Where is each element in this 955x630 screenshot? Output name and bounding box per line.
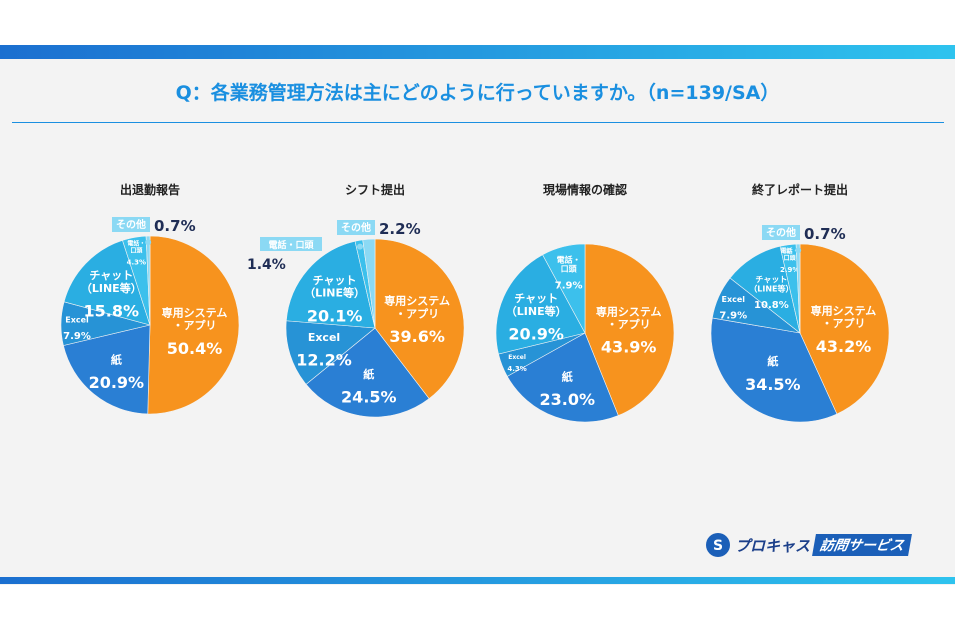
slice-label: 専用システム・アプリ 50.4% — [162, 305, 228, 357]
pie-slice — [285, 320, 376, 385]
bottom-stripe — [0, 577, 955, 584]
pie-slice — [374, 238, 465, 400]
slice-value: 1.4% — [247, 257, 286, 273]
slice-name: その他 — [766, 226, 796, 239]
slice-name: 電話・口頭 — [268, 239, 314, 251]
slice-label: チャット（LINE等） 20.9% — [506, 292, 567, 343]
pie-slice — [495, 254, 586, 355]
pie-slice — [799, 243, 890, 415]
slice-name: その他 — [341, 221, 371, 234]
divider — [12, 122, 944, 123]
page-title: Q：各業務管理方法は主にどのように行っていますか。（n=139/SA） — [175, 82, 780, 104]
label-badge — [337, 220, 375, 235]
pie-slice — [542, 243, 586, 334]
chart-title: 終了レポート提出 — [751, 183, 848, 197]
slice-label: 紙 24.5% — [341, 367, 397, 407]
pie-slice — [147, 235, 240, 415]
slice-label: Excel 4.3% — [507, 354, 526, 373]
logo: S プロキャス 訪問サービス — [705, 532, 912, 558]
callout-dot — [795, 247, 802, 254]
slice-label: 専用システム・アプリ 43.2% — [811, 303, 877, 355]
chart-title: シフト提出 — [344, 183, 405, 197]
top-stripe — [0, 45, 955, 59]
slice-value: 0.7% — [154, 217, 196, 235]
callout-dot — [145, 239, 152, 246]
svg-text:S: S — [713, 538, 723, 554]
slice-label: 専用システム・アプリ 43.9% — [596, 304, 662, 356]
pie-slice — [145, 235, 151, 326]
pie-slice — [710, 317, 838, 423]
slice-name: その他 — [116, 218, 146, 231]
slice-label: 電話・口頭 2.9% — [780, 247, 799, 274]
pie-slice — [305, 327, 430, 418]
slice-label: チャット（LINE等） 15.8% — [81, 269, 142, 320]
label-badge — [260, 237, 322, 251]
slice-label: Excel 7.9% — [63, 315, 91, 342]
chart-title: 出退勤報告 — [119, 183, 180, 197]
callout-dot — [357, 243, 364, 250]
pie-slice — [362, 238, 376, 329]
chart-title: 現場情報の確認 — [542, 183, 627, 197]
slice-label: 紙 34.5% — [745, 354, 801, 394]
slice-value: 0.7% — [804, 225, 846, 243]
pie-chart: 専用システム・アプリ 39.6% 紙 24.5%Excel 12.2% チャット（LINE… — [247, 220, 465, 418]
slice-label: 専用システム・アプリ 39.6% — [384, 294, 450, 346]
label-badge — [112, 217, 150, 232]
pie-slice — [285, 240, 376, 329]
slice-value: 2.2% — [379, 220, 421, 238]
slice-label: 電話・口頭 4.3% — [127, 240, 146, 267]
logo-icon: S — [706, 533, 730, 557]
callout-dot — [785, 247, 792, 254]
slice-label: 電話・口頭 7.9% — [555, 254, 583, 291]
pie-slice — [506, 332, 619, 423]
slice-label: チャット（LINE等） 20.1% — [304, 274, 365, 325]
pie-chart: 専用システム・アプリ 50.4% 紙 20.9% Excel 7.9%チャット（LINE等… — [60, 217, 240, 415]
label-badge — [762, 225, 800, 240]
pie-slice — [63, 239, 151, 326]
logo-badge: 訪問サービス — [812, 534, 912, 556]
slice-label: 紙 20.9% — [89, 352, 145, 392]
slice-label: チャット（LINE等） 10.8% — [749, 275, 793, 311]
pie-slice — [584, 243, 675, 416]
pie-chart: 専用システム・アプリ 43.9%紙 23.0% Excel 4.3% チャット（LINE等… — [495, 243, 675, 423]
slice-label: Excel 12.2% — [296, 331, 352, 370]
pie-chart: 専用システム・アプリ 43.2%紙 34.5% Excel 7.9%チャット（LINE等… — [710, 225, 890, 423]
slice-label: 紙 23.0% — [539, 369, 595, 409]
logo-text: プロキャス — [735, 536, 811, 555]
pie-slice — [795, 243, 801, 334]
slice-label: Excel 7.9% — [719, 295, 747, 322]
pie-slice — [63, 324, 151, 415]
callout-dot — [366, 242, 373, 249]
